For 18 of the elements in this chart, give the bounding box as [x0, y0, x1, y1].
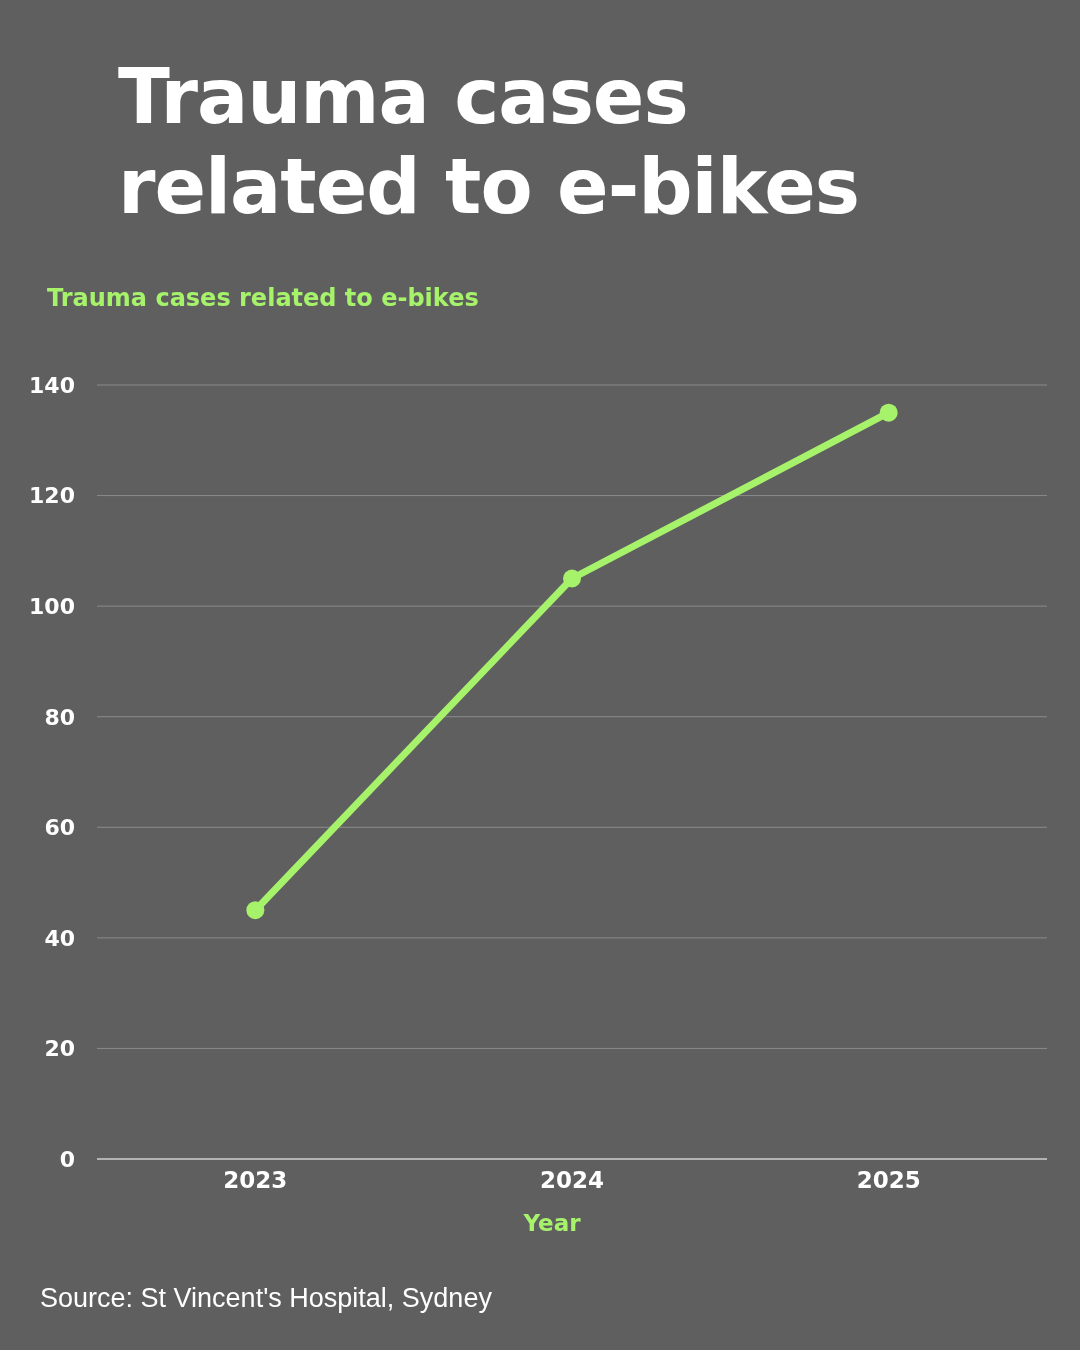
- y-tick-label: 0: [59, 1146, 75, 1172]
- y-tick-label: 80: [44, 704, 75, 730]
- y-tick-label: 20: [44, 1036, 75, 1062]
- source-note: Source: St Vincent's Hospital, Sydney: [40, 1283, 492, 1314]
- y-tick-label: 60: [44, 815, 75, 841]
- point: [879, 403, 898, 422]
- x-axis-title: Year: [522, 1210, 582, 1236]
- x-tick-label: 2025: [856, 1167, 921, 1194]
- x-tick-label: 2023: [223, 1167, 288, 1194]
- x-tick-label: 2024: [539, 1167, 605, 1194]
- chart-title: Trauma cases related to e-bikes: [118, 52, 860, 232]
- y-tick-label: 40: [44, 925, 75, 951]
- y-axis-title: Trauma cases related to e-bikes: [47, 284, 479, 312]
- y-tick-label: 140: [29, 372, 75, 398]
- y-tick-label: 100: [29, 593, 75, 619]
- y-tick-label: 120: [29, 483, 75, 509]
- point: [246, 901, 265, 920]
- point: [563, 569, 581, 588]
